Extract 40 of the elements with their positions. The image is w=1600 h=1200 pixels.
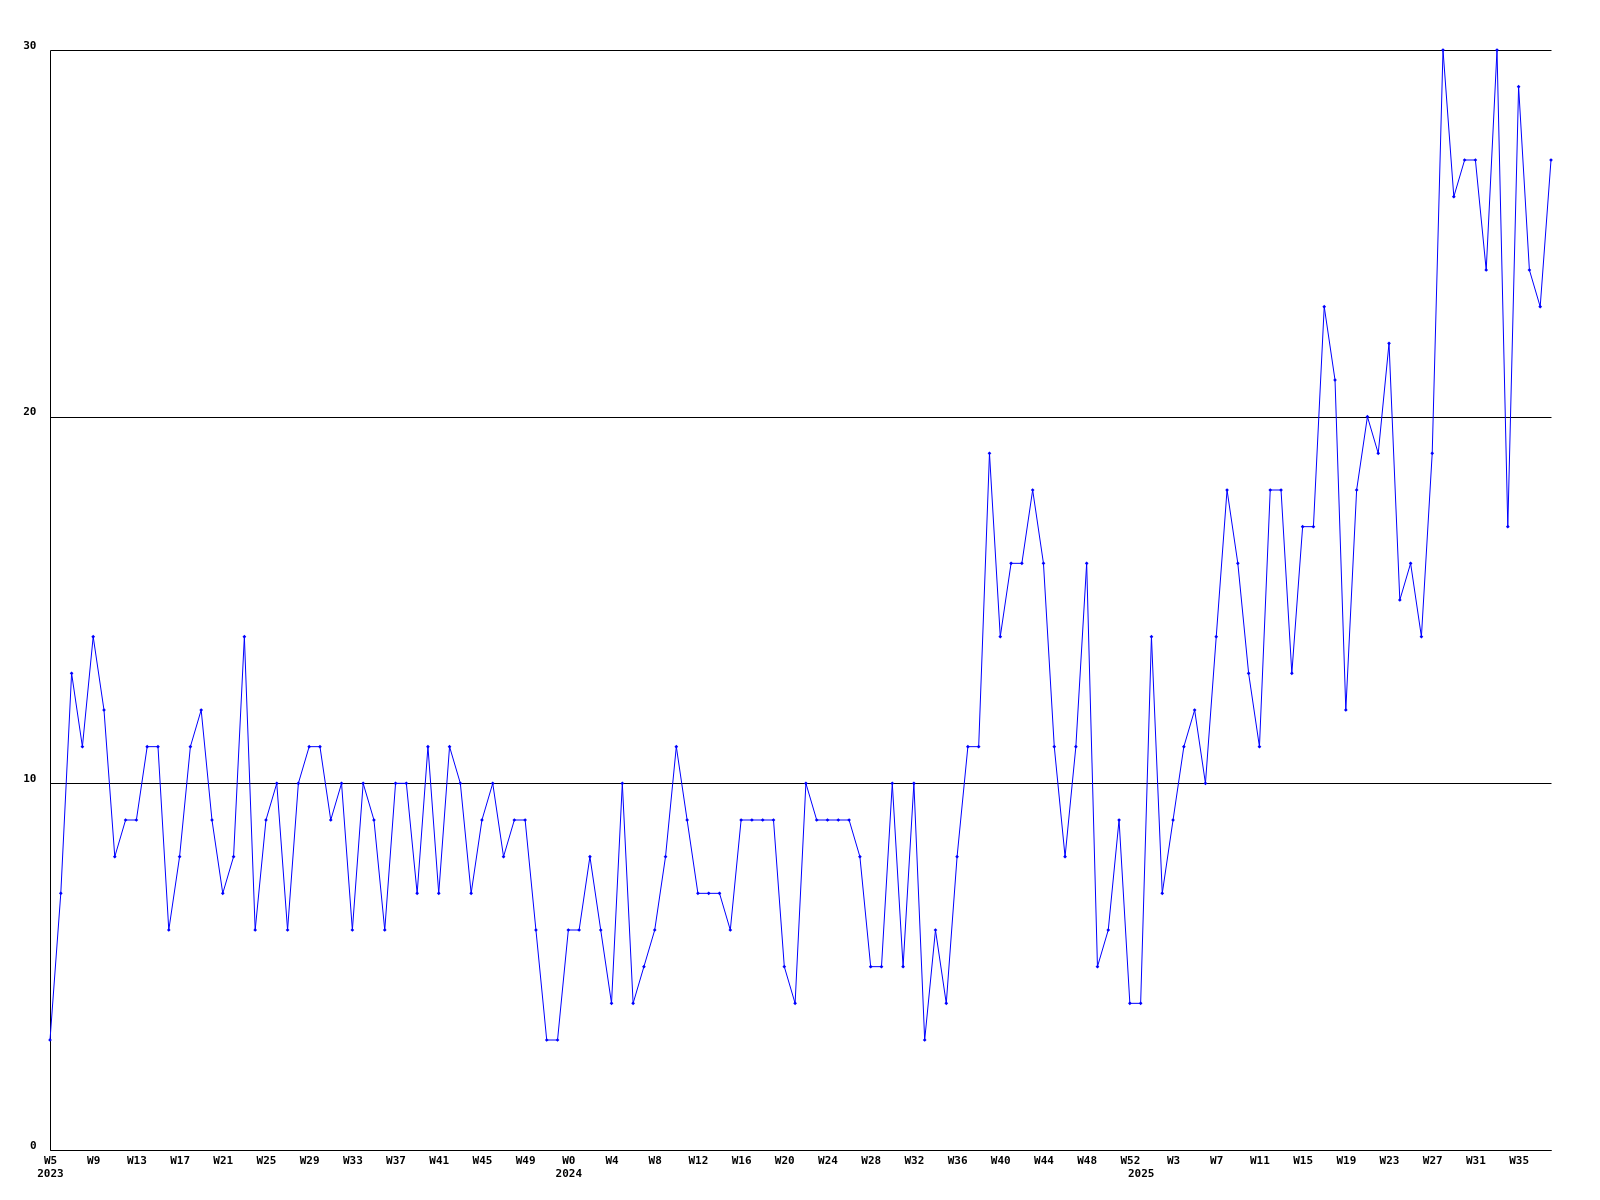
x-tick-label: W25 [256, 1153, 277, 1167]
x-tick-label: W4 [605, 1153, 620, 1167]
x-tick-label: W27 [1422, 1153, 1443, 1167]
x-tick-label: W37 [386, 1153, 406, 1167]
x-tick-label: W29 [299, 1153, 320, 1167]
x-tick-label: W8 [648, 1153, 662, 1167]
x-tick-label: W24 [818, 1153, 839, 1167]
x-tick-label: W15 [1293, 1153, 1314, 1167]
x-tick-label: W9 [87, 1153, 101, 1167]
x-tick-label: W36 [947, 1153, 968, 1167]
x-tick-label: W49 [515, 1153, 536, 1167]
x-tick-label: W21 [213, 1153, 234, 1167]
x-tick-label: W52 [1120, 1153, 1141, 1167]
x-tick-label: W16 [731, 1153, 752, 1167]
x-tick-label: W23 [1379, 1153, 1400, 1167]
y-tick-label: 10 [23, 771, 37, 785]
x-tick-label: W20 [774, 1153, 795, 1167]
x-tick-label: W11 [1250, 1153, 1271, 1167]
x-tick-label: W0 2024 [555, 1153, 583, 1180]
x-tick-label: W44 [1034, 1153, 1055, 1167]
x-tick-label: W31 [1465, 1153, 1487, 1167]
x-tick-label: W12 [688, 1153, 709, 1167]
x-tick-label: W33 [342, 1153, 363, 1167]
x-tick-label: W45 [472, 1153, 493, 1167]
x-tick-label: W3 [1166, 1153, 1181, 1167]
x-tick-label: W41 [429, 1153, 450, 1167]
x-tick-label: W32 [904, 1153, 925, 1167]
x-tick-label: W5 2023 [37, 1153, 64, 1180]
y-tick-label: 30 [23, 38, 37, 52]
x-tick-label: W13 [126, 1153, 147, 1167]
y-tick-label: 0 [29, 1138, 37, 1152]
x-tick-label: W19 [1336, 1153, 1357, 1167]
x-tick-label: W7 [1210, 1153, 1224, 1167]
x-tick-label: W28 [861, 1153, 882, 1167]
y-tick-label: 20 [23, 405, 37, 419]
x-tick-label: W35 [1509, 1153, 1530, 1167]
x-tick-label: 2025 [1127, 1166, 1155, 1180]
x-tick-label: W17 [170, 1153, 191, 1167]
x-tick-label: W40 [990, 1153, 1011, 1167]
x-tick-label: W48 [1077, 1153, 1098, 1167]
